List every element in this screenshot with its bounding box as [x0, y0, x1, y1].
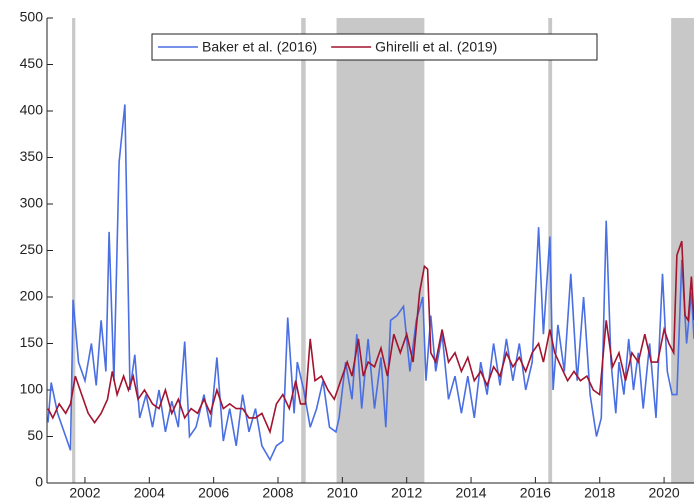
x-tick-label: 2004 — [134, 485, 165, 501]
x-tick-label: 2016 — [520, 485, 551, 501]
x-tick-label: 2006 — [198, 485, 229, 501]
data-line — [47, 104, 694, 462]
x-tick-label: 2012 — [391, 485, 422, 501]
shaded-period — [72, 18, 76, 483]
legend: Baker et al. (2016) Ghirelli et al. (2019… — [151, 33, 598, 61]
legend-label: Baker et al. (2016) — [202, 39, 317, 55]
y-tick-label: 400 — [20, 102, 44, 118]
x-tick-label: 2018 — [584, 485, 615, 501]
y-tick-label: 150 — [20, 334, 44, 350]
x-tick-label: 2010 — [327, 485, 358, 501]
legend-label: Ghirelli et al. (2019) — [375, 39, 497, 55]
data-line — [47, 240, 694, 435]
shaded-period — [336, 18, 425, 483]
y-tick-label: 350 — [20, 148, 44, 164]
y-tick-label: 250 — [20, 241, 44, 257]
y-tick-label: 100 — [20, 381, 44, 397]
y-tick-label: 50 — [27, 427, 43, 443]
legend-box — [151, 33, 598, 61]
y-tick-label: 0 — [35, 474, 43, 490]
y-tick-label: 450 — [20, 55, 44, 71]
x-tick-label: 2008 — [262, 485, 293, 501]
y-tick-label: 500 — [20, 9, 44, 25]
y-tick-label: 200 — [20, 288, 44, 304]
x-tick-label: 2014 — [455, 485, 486, 501]
shaded-period — [301, 18, 306, 483]
x-tick-label: 2020 — [649, 485, 680, 501]
x-tick-label: 2002 — [69, 485, 100, 501]
y-tick-label: 300 — [20, 195, 44, 211]
